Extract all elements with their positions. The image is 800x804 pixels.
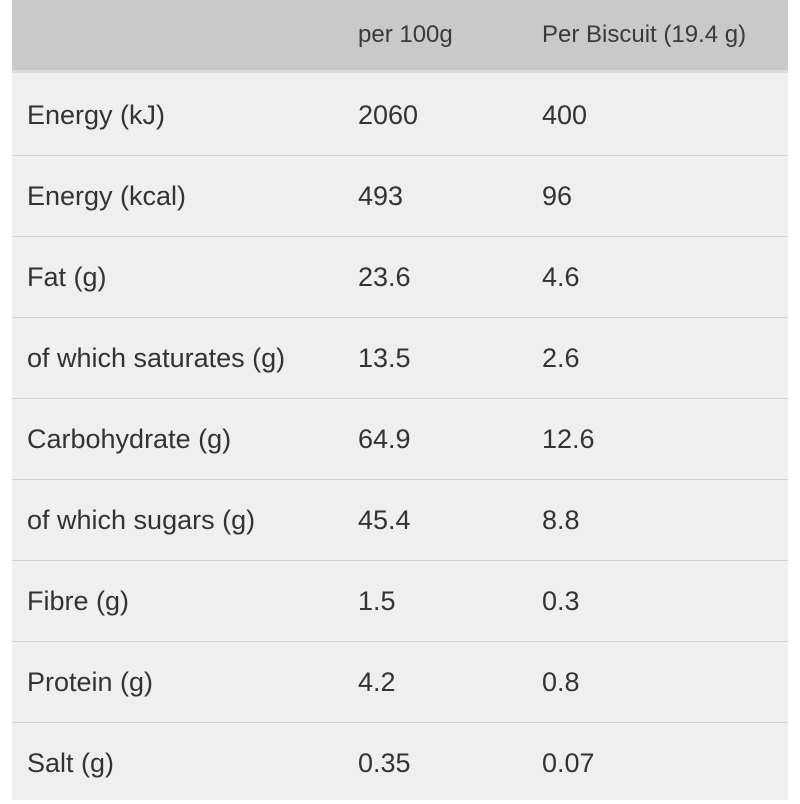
- value-per-biscuit: 0.3: [542, 585, 580, 616]
- value-per-100g: 13.5: [358, 342, 411, 373]
- value-per-100g: 0.35: [358, 748, 411, 778]
- nutrient-name: of which saturates (g): [27, 342, 286, 373]
- value-per-biscuit: 400: [542, 99, 588, 130]
- value-per-100g: 64.9: [358, 423, 411, 454]
- value-per-100g: 45.4: [358, 504, 411, 535]
- value-per-100g: 1.5: [358, 585, 396, 616]
- value-per-100g: 4.2: [358, 666, 396, 697]
- nutrient-name: Salt (g): [27, 748, 115, 778]
- value-per-100g: 2060: [358, 99, 419, 130]
- nutrition-table: per 100g Per Biscuit (19.4 g) Energy (kJ…: [12, 0, 788, 800]
- table-row: Fat (g) 23.6 4.6: [12, 237, 788, 318]
- value-per-biscuit: 0.07: [542, 748, 595, 778]
- nutrient-name: Carbohydrate (g): [27, 423, 232, 454]
- value-per-biscuit: 0.8: [542, 666, 580, 697]
- table-row: of which saturates (g) 13.5 2.6: [12, 318, 788, 399]
- table-row: Energy (kcal) 493 96: [12, 156, 788, 237]
- header-per-biscuit: Per Biscuit (19.4 g): [542, 21, 747, 48]
- table-row: Salt (g) 0.35 0.07: [12, 723, 788, 804]
- value-per-biscuit: 4.6: [542, 261, 580, 292]
- table-row: of which sugars (g) 45.4 8.8: [12, 480, 788, 561]
- nutrient-name: Energy (kcal): [27, 180, 187, 211]
- value-per-biscuit: 8.8: [542, 504, 580, 535]
- nutrient-name: Protein (g): [27, 666, 154, 697]
- nutrient-name: Fibre (g): [27, 585, 130, 616]
- header-per-100g: per 100g: [358, 21, 453, 48]
- table-body: Energy (kJ) 2060 400 Energy (kcal) 493 9…: [12, 75, 788, 804]
- table-row: Carbohydrate (g) 64.9 12.6: [12, 399, 788, 480]
- nutrient-name: Energy (kJ): [27, 99, 166, 130]
- value-per-biscuit: 2.6: [542, 342, 580, 373]
- value-per-biscuit: 96: [542, 180, 573, 211]
- value-per-biscuit: 12.6: [542, 423, 595, 454]
- table-row: Energy (kJ) 2060 400: [12, 75, 788, 156]
- nutrient-name: of which sugars (g): [27, 504, 256, 535]
- nutrient-name: Fat (g): [27, 261, 107, 292]
- table-row: Protein (g) 4.2 0.8: [12, 642, 788, 723]
- value-per-100g: 23.6: [358, 261, 411, 292]
- value-per-100g: 493: [358, 180, 404, 211]
- table-header-row: per 100g Per Biscuit (19.4 g): [12, 0, 788, 73]
- table-row: Fibre (g) 1.5 0.3: [12, 561, 788, 642]
